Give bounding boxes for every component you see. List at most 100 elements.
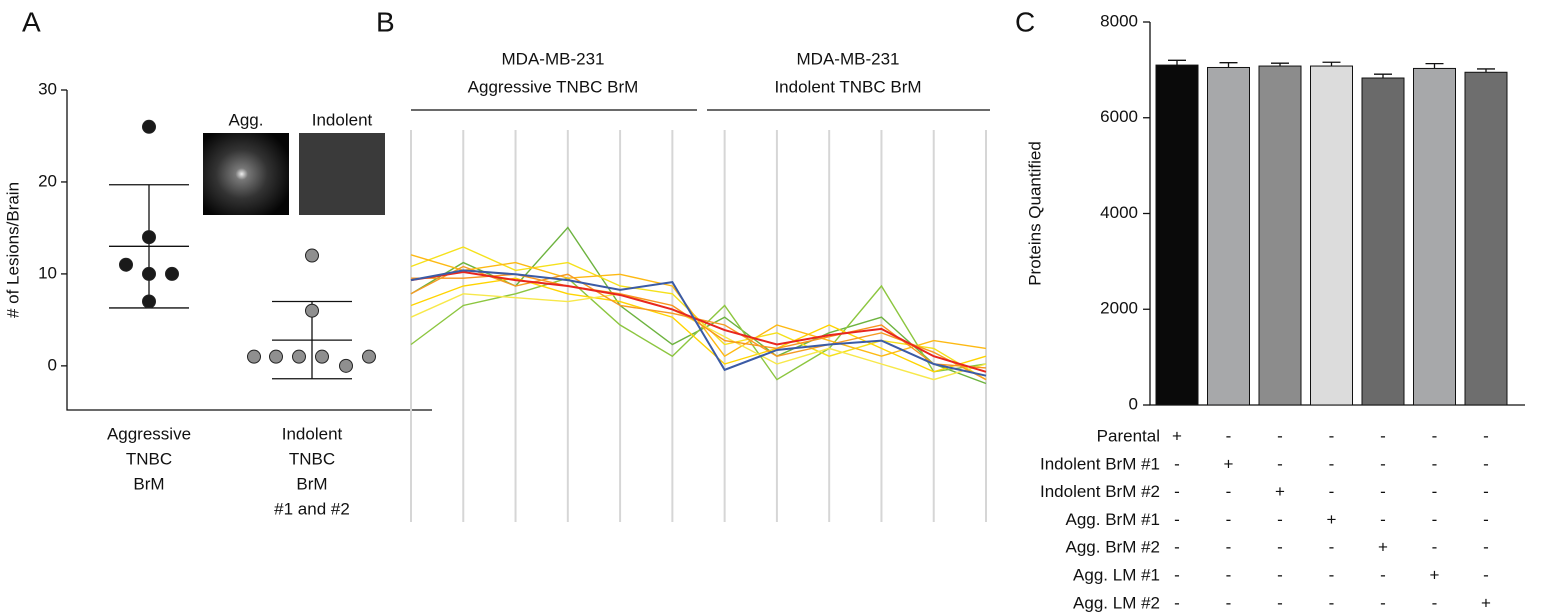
group-label: MDA-MB-231 <box>797 49 900 68</box>
data-point <box>142 294 156 309</box>
bar <box>1464 71 1508 406</box>
error-bar <box>1168 59 1186 66</box>
condition-cell: - <box>1277 593 1283 612</box>
condition-cell: - <box>1277 454 1283 473</box>
profile-line <box>410 246 987 381</box>
condition-cell: - <box>1174 454 1180 473</box>
condition-cell: - <box>1483 538 1489 557</box>
panel-label: C <box>1015 6 1035 37</box>
y-tick-label: 20 <box>38 171 57 190</box>
bar <box>1413 67 1456 406</box>
condition-label: Indolent BrM #1 <box>1040 454 1160 473</box>
condition-label: Agg. BrM #2 <box>1066 538 1161 557</box>
y-tick-label: 10 <box>38 263 57 282</box>
condition-cell: - <box>1277 510 1283 529</box>
condition-cell: - <box>1432 538 1438 557</box>
condition-cell: - <box>1432 454 1438 473</box>
condition-cell: + <box>1224 454 1234 473</box>
profile-line <box>410 270 987 373</box>
condition-cell: - <box>1226 510 1232 529</box>
y-tick-label: 2000 <box>1100 299 1138 318</box>
data-point <box>292 349 306 364</box>
condition-cell: - <box>1432 426 1438 445</box>
condition-label: Parental <box>1097 426 1160 445</box>
profile-line <box>411 273 987 369</box>
condition-cell: - <box>1380 510 1386 529</box>
condition-label: Agg. BrM #1 <box>1066 510 1161 529</box>
condition-cell: - <box>1174 593 1180 612</box>
condition-cell: + <box>1275 482 1285 501</box>
condition-cell: - <box>1380 426 1386 445</box>
profile-line <box>410 277 987 381</box>
profile-line <box>410 254 987 358</box>
condition-cell: - <box>1483 426 1489 445</box>
condition-cell: - <box>1380 593 1386 612</box>
condition-label: Indolent BrM #2 <box>1040 482 1160 501</box>
x-tick-label: Indolent <box>282 424 343 443</box>
condition-cell: - <box>1483 565 1489 584</box>
error-bar <box>1271 62 1289 67</box>
error-bar <box>1425 63 1444 69</box>
condition-cell: - <box>1174 538 1180 557</box>
x-tick-label: Aggressive <box>107 424 191 443</box>
condition-label: Agg. LM #2 <box>1073 593 1160 612</box>
group-label: MDA-MB-231 <box>502 49 605 68</box>
condition-cell: - <box>1483 454 1489 473</box>
bar <box>1310 65 1353 406</box>
condition-cell: - <box>1226 565 1232 584</box>
condition-cell: - <box>1174 482 1180 501</box>
data-point <box>142 266 156 281</box>
y-axis-label: Proteins Quantified <box>1025 141 1044 286</box>
condition-cell: - <box>1277 565 1283 584</box>
condition-cell: - <box>1174 565 1180 584</box>
y-tick-label: 8000 <box>1100 11 1138 30</box>
agg-inset-image <box>203 133 289 215</box>
bar <box>1207 66 1250 406</box>
condition-cell: - <box>1329 482 1335 501</box>
data-point <box>142 119 156 134</box>
condition-cell: + <box>1378 538 1388 557</box>
data-point <box>247 349 261 364</box>
x-tick-label: #1 and #2 <box>274 499 350 518</box>
y-tick-label: 30 <box>38 79 57 98</box>
condition-cell: - <box>1432 593 1438 612</box>
condition-cell: - <box>1226 538 1232 557</box>
condition-cell: - <box>1483 510 1489 529</box>
profile-line <box>410 269 987 377</box>
data-point <box>142 230 156 245</box>
bar <box>1361 77 1405 406</box>
group-label: Indolent TNBC BrM <box>774 77 921 96</box>
x-tick-label: TNBC <box>289 449 335 468</box>
condition-cell: - <box>1483 482 1489 501</box>
data-point <box>339 358 353 373</box>
panel-label: A <box>22 6 41 37</box>
condition-cell: - <box>1226 482 1232 501</box>
error-bar <box>1477 68 1495 73</box>
condition-cell: + <box>1481 593 1491 612</box>
error-bar <box>1219 62 1238 68</box>
condition-cell: - <box>1432 482 1438 501</box>
data-point <box>305 303 319 318</box>
data-point <box>305 248 319 263</box>
indolent-inset-image <box>299 133 385 215</box>
error-bar <box>1322 61 1341 67</box>
condition-cell: - <box>1277 538 1283 557</box>
y-tick-label: 0 <box>48 355 57 374</box>
y-axis-label: # of Lesions/Brain <box>3 182 22 318</box>
condition-cell: - <box>1380 482 1386 501</box>
condition-cell: - <box>1277 426 1283 445</box>
inset-label: Agg. <box>229 110 264 129</box>
condition-cell: - <box>1329 426 1335 445</box>
condition-cell: - <box>1329 538 1335 557</box>
inset-label: Indolent <box>312 110 373 129</box>
condition-cell: + <box>1172 426 1182 445</box>
condition-cell: - <box>1432 510 1438 529</box>
y-tick-label: 6000 <box>1100 107 1138 126</box>
condition-cell: - <box>1329 454 1335 473</box>
error-bar <box>1374 73 1392 79</box>
condition-cell: - <box>1226 593 1232 612</box>
group-label: Aggressive TNBC BrM <box>468 77 639 96</box>
panel-label: B <box>376 6 395 37</box>
data-point <box>362 349 376 364</box>
